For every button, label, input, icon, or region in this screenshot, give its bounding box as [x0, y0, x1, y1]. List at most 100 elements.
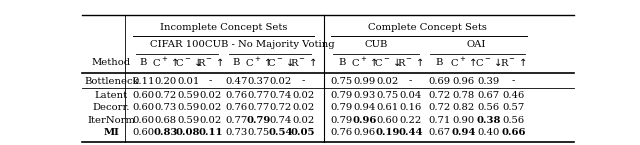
- Text: 0.73: 0.73: [225, 128, 248, 137]
- Text: Decorr.: Decorr.: [93, 103, 130, 112]
- Text: 0.56: 0.56: [477, 103, 500, 112]
- Text: B: B: [338, 58, 346, 67]
- Text: C$^+$$\uparrow$: C$^+$$\uparrow$: [152, 56, 179, 69]
- Text: 0.38: 0.38: [477, 116, 501, 125]
- Text: 0.39: 0.39: [477, 77, 500, 86]
- Text: C$^-$$\downarrow$: C$^-$$\downarrow$: [476, 57, 502, 68]
- Text: 0.72: 0.72: [155, 91, 177, 100]
- Text: 0.82: 0.82: [452, 103, 475, 112]
- Text: 0.44: 0.44: [398, 128, 422, 137]
- Text: 0.04: 0.04: [399, 91, 422, 100]
- Text: 0.77: 0.77: [225, 116, 248, 125]
- Text: 0.90: 0.90: [452, 116, 475, 125]
- Text: 0.99: 0.99: [353, 77, 376, 86]
- Text: Method: Method: [92, 58, 131, 67]
- Text: 0.60: 0.60: [132, 128, 154, 137]
- Text: 0.83: 0.83: [154, 128, 178, 137]
- Text: 0.20: 0.20: [155, 77, 177, 86]
- Text: 0.02: 0.02: [199, 103, 221, 112]
- Text: 0.59: 0.59: [177, 103, 199, 112]
- Text: 0.60: 0.60: [376, 116, 399, 125]
- Text: 0.76: 0.76: [225, 103, 247, 112]
- Text: 0.76: 0.76: [331, 128, 353, 137]
- Text: C$^+$$\uparrow$: C$^+$$\uparrow$: [351, 56, 378, 69]
- Text: 0.08: 0.08: [176, 128, 200, 137]
- Text: C$^+$$\uparrow$: C$^+$$\uparrow$: [245, 56, 272, 69]
- Text: 0.11: 0.11: [132, 77, 155, 86]
- Text: 0.02: 0.02: [376, 77, 399, 86]
- Text: 0.94: 0.94: [353, 103, 376, 112]
- Text: Latent: Latent: [95, 91, 128, 100]
- Text: 0.19: 0.19: [375, 128, 400, 137]
- Text: 0.67: 0.67: [428, 128, 450, 137]
- Text: OAI: OAI: [467, 40, 486, 49]
- Text: C$^-$$\downarrow$: C$^-$$\downarrow$: [268, 57, 294, 68]
- Text: -: -: [301, 77, 305, 86]
- Text: 0.72: 0.72: [269, 103, 292, 112]
- Text: 0.01: 0.01: [177, 77, 199, 86]
- Text: B: B: [232, 58, 240, 67]
- Text: -: -: [209, 77, 212, 86]
- Text: C$^+$$\uparrow$: C$^+$$\uparrow$: [451, 56, 477, 69]
- Text: 0.96: 0.96: [453, 77, 475, 86]
- Text: 0.60: 0.60: [132, 103, 154, 112]
- Text: 0.46: 0.46: [502, 91, 525, 100]
- Text: 0.11: 0.11: [198, 128, 223, 137]
- Text: 0.72: 0.72: [428, 103, 450, 112]
- Text: R$^-$$\uparrow$: R$^-$$\uparrow$: [500, 56, 527, 68]
- Text: MI: MI: [103, 128, 119, 137]
- Text: 0.60: 0.60: [132, 116, 154, 125]
- Text: 0.75: 0.75: [376, 91, 399, 100]
- Text: 0.67: 0.67: [477, 91, 500, 100]
- Text: 0.22: 0.22: [399, 116, 422, 125]
- Text: 0.68: 0.68: [155, 116, 177, 125]
- Text: -: -: [512, 77, 515, 86]
- Text: 0.76: 0.76: [225, 91, 247, 100]
- Text: 0.79: 0.79: [331, 116, 353, 125]
- Text: 0.75: 0.75: [331, 77, 353, 86]
- Text: 0.78: 0.78: [452, 91, 475, 100]
- Text: 0.54: 0.54: [269, 128, 293, 137]
- Text: 0.02: 0.02: [199, 91, 221, 100]
- Text: 0.02: 0.02: [292, 91, 314, 100]
- Text: 0.77: 0.77: [248, 103, 269, 112]
- Text: 0.72: 0.72: [428, 91, 450, 100]
- Text: 0.96: 0.96: [354, 128, 376, 137]
- Text: R$^-$$\uparrow$: R$^-$$\uparrow$: [397, 56, 424, 68]
- Text: 0.05: 0.05: [291, 128, 316, 137]
- Text: 0.60: 0.60: [132, 91, 154, 100]
- Text: 0.96: 0.96: [353, 116, 377, 125]
- Text: 0.56: 0.56: [502, 116, 525, 125]
- Text: B: B: [140, 58, 147, 67]
- Text: 0.61: 0.61: [376, 103, 399, 112]
- Text: B: B: [435, 58, 443, 67]
- Text: 0.79: 0.79: [331, 91, 353, 100]
- Text: -: -: [409, 77, 412, 86]
- Text: R$^-$$\uparrow$: R$^-$$\uparrow$: [197, 56, 224, 68]
- Text: Incomplete Concept Sets: Incomplete Concept Sets: [159, 23, 287, 32]
- Text: 0.93: 0.93: [353, 91, 376, 100]
- Text: 0.79: 0.79: [331, 103, 353, 112]
- Text: 0.79: 0.79: [246, 116, 271, 125]
- Text: 0.02: 0.02: [292, 103, 314, 112]
- Text: 0.47: 0.47: [225, 77, 248, 86]
- Text: 0.71: 0.71: [428, 116, 451, 125]
- Text: 0.59: 0.59: [177, 91, 199, 100]
- Text: 0.66: 0.66: [501, 128, 525, 137]
- Text: IterNorm: IterNorm: [87, 116, 135, 125]
- Text: 0.75: 0.75: [248, 128, 269, 137]
- Text: C$^-$$\downarrow$: C$^-$$\downarrow$: [175, 57, 202, 68]
- Text: CUB - No Majority Voting: CUB - No Majority Voting: [205, 40, 335, 49]
- Text: Complete Concept Sets: Complete Concept Sets: [368, 23, 487, 32]
- Text: 0.02: 0.02: [269, 77, 292, 86]
- Text: 0.16: 0.16: [399, 103, 422, 112]
- Text: 0.94: 0.94: [452, 128, 476, 137]
- Text: CIFAR 100: CIFAR 100: [150, 40, 204, 49]
- Text: R$^-$$\uparrow$: R$^-$$\uparrow$: [290, 56, 317, 68]
- Text: CUB: CUB: [364, 40, 388, 49]
- Text: 0.59: 0.59: [177, 116, 199, 125]
- Text: 0.73: 0.73: [155, 103, 177, 112]
- Text: 0.57: 0.57: [502, 103, 525, 112]
- Text: 0.37: 0.37: [248, 77, 269, 86]
- Text: 0.74: 0.74: [269, 116, 292, 125]
